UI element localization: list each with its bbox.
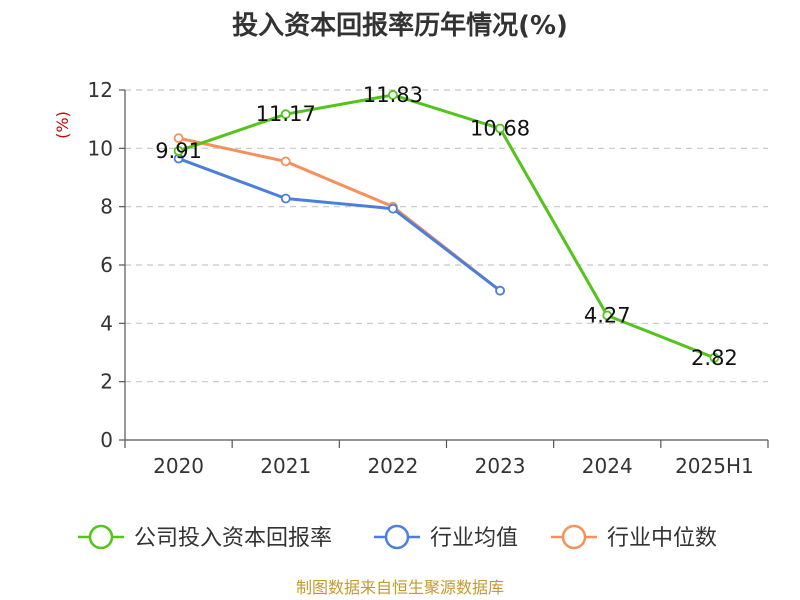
y-tick-label: 6 bbox=[100, 253, 113, 277]
legend-label: 行业中位数 bbox=[607, 526, 717, 551]
x-tick-label: 2022 bbox=[367, 454, 418, 478]
data-point bbox=[709, 352, 720, 363]
legend-swatch-marker bbox=[88, 524, 114, 550]
chart-title: 投入资本回报率历年情况(%) bbox=[232, 10, 568, 41]
data-label: 4.27 bbox=[584, 303, 631, 327]
legend-label: 公司投入资本回报率 bbox=[134, 526, 332, 551]
data-point bbox=[495, 123, 505, 134]
x-tick-label: 2020 bbox=[153, 454, 204, 478]
data-point bbox=[173, 133, 184, 144]
legend-label: 行业均值 bbox=[430, 526, 518, 551]
data-point bbox=[602, 310, 613, 321]
legend-swatch-marker bbox=[561, 524, 587, 550]
data-label: 10.68 bbox=[470, 117, 530, 141]
data-label: 11.17 bbox=[256, 102, 316, 126]
x-tick-label: 2021 bbox=[260, 454, 311, 478]
gridlines bbox=[125, 89, 768, 383]
legend-swatch-marker bbox=[384, 524, 410, 550]
data-point bbox=[495, 285, 505, 296]
y-tick-label: 8 bbox=[100, 195, 113, 219]
data-point bbox=[280, 193, 291, 204]
data-point bbox=[280, 156, 291, 167]
axes: 0 2 4 6 8 10 12 2020 2021 2022 2023 2024 2025H1 bbox=[88, 78, 769, 478]
y-tick-label: 10 bbox=[88, 136, 113, 160]
data-point bbox=[388, 90, 398, 100]
y-tick-label: 4 bbox=[100, 311, 113, 335]
series-line bbox=[178, 93, 715, 360]
data-point bbox=[280, 109, 291, 120]
data-point bbox=[388, 203, 398, 214]
data-label: 11.83 bbox=[363, 83, 423, 107]
x-tick-label: 2024 bbox=[582, 454, 633, 478]
data-point bbox=[173, 146, 184, 156]
y-tick-label: 12 bbox=[88, 78, 113, 102]
y-axis-unit: (%) bbox=[53, 111, 72, 139]
y-tick-label: 2 bbox=[100, 370, 113, 394]
data-label: 2.82 bbox=[691, 346, 738, 370]
series-line bbox=[178, 136, 502, 292]
series-line bbox=[178, 157, 501, 292]
data-label: 9.91 bbox=[155, 139, 202, 163]
y-tick-label: 0 bbox=[100, 428, 113, 452]
series-group bbox=[173, 90, 720, 363]
data-labels: 9.91 11.17 11.83 10.68 4.27 2.82 bbox=[155, 83, 738, 370]
legend: 公司投入资本回报率 行业均值 行业中位数 bbox=[78, 524, 717, 551]
source-note: 制图数据来自恒生聚源数据库 bbox=[296, 578, 504, 597]
x-tick-label: 2025H1 bbox=[675, 454, 754, 478]
x-tick-label: 2023 bbox=[475, 454, 526, 478]
